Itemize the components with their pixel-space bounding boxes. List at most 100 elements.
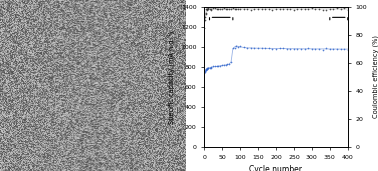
Point	[298, 48, 304, 51]
Point	[316, 48, 322, 50]
Point	[262, 47, 268, 50]
Point	[223, 64, 229, 67]
Point	[259, 47, 265, 50]
X-axis label: Cycle number: Cycle number	[249, 165, 302, 171]
Point	[201, 71, 208, 74]
Point	[316, 8, 322, 10]
Point	[203, 13, 209, 16]
Point	[221, 7, 227, 10]
Point	[280, 47, 286, 49]
Point	[214, 8, 220, 10]
Point	[203, 68, 209, 71]
Point	[284, 47, 290, 50]
Point	[230, 47, 236, 50]
Point	[319, 48, 325, 51]
Point	[210, 65, 216, 68]
Point	[215, 64, 222, 67]
Point	[217, 7, 223, 10]
Point	[240, 46, 246, 48]
Point	[204, 67, 210, 70]
Point	[305, 47, 311, 49]
Point	[244, 47, 250, 50]
Point	[298, 8, 304, 10]
Point	[208, 8, 214, 11]
Point	[233, 45, 240, 48]
Point	[276, 47, 282, 50]
Point	[345, 48, 351, 51]
Point	[203, 68, 209, 71]
Point	[237, 7, 243, 10]
Point	[294, 8, 301, 10]
Point	[235, 8, 241, 11]
Point	[330, 48, 336, 51]
Point	[225, 7, 231, 10]
Point	[341, 48, 347, 50]
Point	[217, 65, 223, 67]
Point	[212, 7, 218, 10]
Point	[225, 63, 231, 66]
Point	[235, 46, 241, 49]
Point	[291, 48, 297, 50]
Point	[205, 67, 211, 70]
Y-axis label: Coulombic efficiency (%): Coulombic efficiency (%)	[373, 35, 378, 119]
Point	[208, 66, 214, 69]
Point	[341, 7, 347, 10]
Point	[202, 16, 208, 18]
Point	[226, 7, 232, 10]
Point	[204, 68, 211, 71]
Point	[291, 8, 297, 11]
Point	[208, 8, 214, 10]
Point	[214, 65, 220, 68]
Point	[251, 47, 257, 50]
Point	[244, 8, 250, 11]
Point	[202, 19, 208, 22]
Point	[208, 66, 214, 68]
Point	[287, 48, 293, 51]
Point	[266, 46, 272, 49]
Point	[248, 8, 254, 11]
Point	[330, 8, 336, 10]
Point	[221, 64, 227, 67]
Point	[276, 8, 282, 11]
Point	[204, 67, 210, 70]
Point	[240, 8, 246, 10]
Point	[312, 48, 318, 50]
Point	[338, 48, 344, 51]
Point	[284, 8, 290, 11]
Point	[228, 61, 234, 63]
Point	[237, 45, 243, 48]
Y-axis label: Specific capacity (mA h g⁻¹): Specific capacity (mA h g⁻¹)	[168, 30, 175, 124]
Point	[248, 46, 254, 49]
Point	[305, 8, 311, 10]
Point	[223, 7, 229, 10]
Point	[203, 7, 209, 10]
Point	[228, 8, 234, 10]
Point	[206, 8, 212, 11]
Point	[273, 48, 279, 50]
Point	[232, 8, 238, 10]
Point	[204, 8, 210, 10]
Point	[309, 7, 315, 10]
Point	[203, 11, 209, 14]
Point	[226, 62, 232, 65]
Point	[205, 8, 211, 10]
Point	[312, 8, 318, 11]
Point	[212, 65, 218, 68]
Point	[255, 7, 261, 10]
Point	[319, 8, 325, 11]
Point	[204, 8, 210, 11]
Point	[323, 8, 329, 11]
Point	[327, 48, 333, 50]
Point	[205, 66, 211, 69]
Point	[269, 8, 275, 11]
Point	[269, 47, 275, 50]
Point	[210, 7, 216, 10]
Point	[232, 46, 238, 49]
Point	[345, 8, 351, 11]
Point	[233, 7, 240, 10]
Point	[251, 7, 257, 10]
Point	[205, 7, 211, 10]
Point	[280, 8, 286, 11]
Point	[202, 70, 208, 73]
Point	[215, 8, 222, 11]
